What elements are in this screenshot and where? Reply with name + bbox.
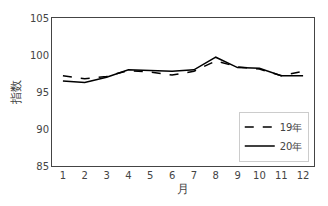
svg-text:10: 10 (253, 170, 266, 181)
svg-text:90: 90 (36, 124, 49, 135)
svg-text:95: 95 (36, 87, 49, 98)
svg-text:6: 6 (169, 170, 175, 181)
svg-text:3: 3 (103, 170, 109, 181)
svg-text:105: 105 (30, 13, 49, 24)
svg-text:2: 2 (82, 170, 88, 181)
svg-text:12: 12 (297, 170, 310, 181)
svg-text:85: 85 (36, 161, 49, 172)
svg-text:指数: 指数 (9, 80, 23, 105)
svg-text:1: 1 (60, 170, 66, 181)
svg-text:9: 9 (234, 170, 240, 181)
svg-text:月: 月 (177, 182, 189, 196)
svg-text:5: 5 (147, 170, 153, 181)
svg-text:11: 11 (275, 170, 288, 181)
svg-text:4: 4 (125, 170, 131, 181)
svg-text:100: 100 (30, 50, 49, 61)
svg-text:8: 8 (213, 170, 219, 181)
svg-text:20年: 20年 (280, 141, 303, 152)
svg-text:19年: 19年 (280, 122, 303, 133)
svg-text:7: 7 (191, 170, 197, 181)
